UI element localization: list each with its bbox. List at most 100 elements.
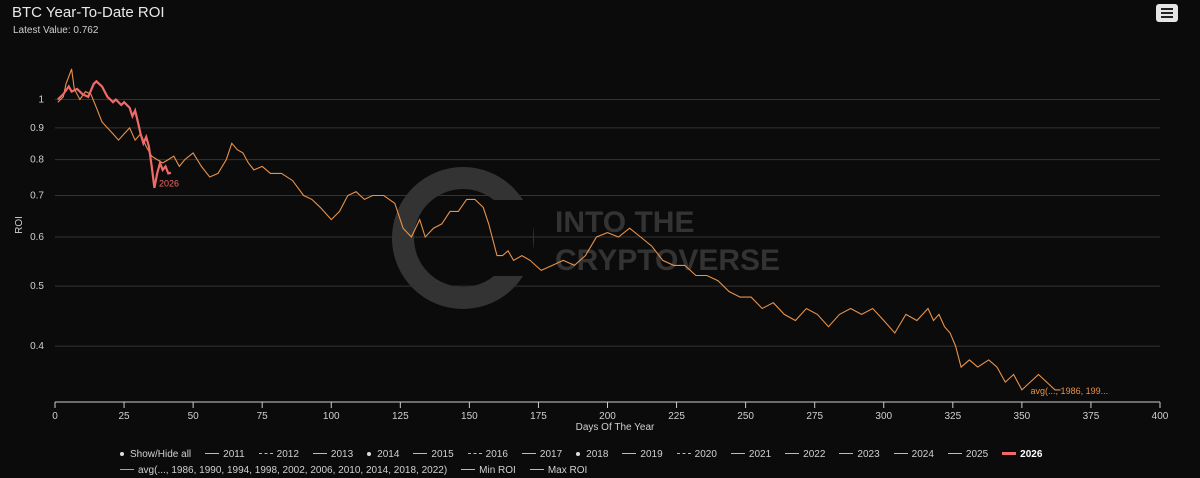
legend-symbol-icon [120,452,124,456]
legend-label: 2020 [694,448,717,460]
legend-item-2014[interactable]: 2014 [367,449,399,460]
legend-label: 2014 [377,448,400,460]
legend-item-min-roi[interactable]: Min ROI [461,465,516,476]
legend-label: Max ROI [547,464,588,476]
x-tick-label: 325 [944,411,961,422]
legend-symbol-icon [730,450,745,458]
x-tick-label: 400 [1152,411,1169,422]
x-tick-label: 125 [392,411,409,422]
legend-label: 2025 [965,448,989,460]
legend-label: 2022 [803,448,826,460]
series-label-2026: 2026 [159,179,179,189]
legend-symbol-icon [1002,450,1017,458]
legend-symbol-icon [258,450,273,458]
legend-item-2011[interactable]: 2011 [205,449,245,460]
x-tick-label: 100 [323,411,340,422]
legend-item-2021[interactable]: 2021 [730,448,772,460]
legend-symbol-icon [529,466,544,474]
legend-symbol-icon [676,450,691,458]
legend-label: 2015 [431,448,454,460]
x-tick-label: 375 [1083,411,1100,422]
legend-item-2013[interactable]: 2013 [312,448,354,460]
legend-label: Show/Hide all [130,448,192,460]
chart-title: BTC Year-To-Date ROI [12,4,165,21]
legend-label: Min ROI [479,464,516,476]
legend-symbol-icon [467,450,482,458]
legend-label: 2017 [539,448,563,460]
watermark-line1: INTO THE [555,206,694,239]
series-group: avg(..., 1986, 199... 2026 [57,68,1109,396]
y-tick-label: 0.4 [30,341,44,352]
legend-label: 2026 [1020,448,1043,460]
x-tick-label: 225 [668,411,685,422]
x-tick-label: 350 [1014,411,1031,422]
x-tick-label: 25 [119,411,131,422]
series-line-2026[interactable] [57,79,172,189]
watermark-line2: CRYPTOVERSE [555,244,780,277]
y-axis-ticks: 0.4 0.5 0.6 0.7 0.8 0.9 1 [30,95,44,353]
legend-item-2026[interactable]: 2026 [1002,449,1042,460]
legend-label: 2016 [485,448,508,460]
legend-item-2015[interactable]: 2015 [413,448,454,460]
x-axis-label: Days Of The Year [576,422,655,433]
series-label-avg: avg(..., 1986, 199... [1031,386,1109,396]
legend-label: 2021 [748,448,772,460]
legend-symbol-icon [622,450,637,458]
legend-row-1: Show/Hide all 2011 2012 2013 2014 2015 2016 201… [120,446,1120,462]
legend-symbol-icon [205,450,220,458]
legend-label: 2019 [640,448,663,460]
legend-label: avg(..., 1986, 1990, 1994, 1998, 2002, 2… [138,464,448,476]
x-tick-label: 0 [52,411,58,422]
legend-label: 2012 [276,448,299,460]
series-line-avg[interactable] [57,68,1061,391]
legend-label: 2024 [911,448,934,460]
y-tick-label: 0.6 [30,232,44,243]
legend-item-2019[interactable]: 2019 [622,448,663,460]
x-tick-label: 175 [530,411,547,422]
y-tick-label: 0.8 [30,155,44,166]
legend-label: 2018 [586,448,609,460]
legend-item-2018[interactable]: 2018 [576,449,608,460]
y-tick-label: 0.5 [30,281,44,292]
legend-symbol-icon [839,450,854,458]
gridlines [55,99,1160,347]
legend-symbol-icon [785,450,800,458]
legend-symbol-icon [947,450,962,458]
legend-label: 2013 [330,448,354,460]
legend-item-2025[interactable]: 2025 [947,448,989,460]
legend-item-avg-1986-1990-1994-1998-2002-2006-2010-2014-2018-2022[interactable]: avg(..., 1986, 1990, 1994, 1998, 2002, 2… [120,465,447,476]
legend-item-2012[interactable]: 2012 [258,448,299,460]
legend-symbol-icon [521,450,536,458]
legend-item-2024[interactable]: 2024 [893,448,934,460]
legend-symbol-icon [413,450,428,458]
roi-chart: INTO THE CRYPTOVERSE 0.4 0.5 0.6 0.7 0.8 0.9 1… [14,68,1169,433]
legend-item-max-roi[interactable]: Max ROI [529,464,588,476]
legend-row-2: avg(..., 1986, 1990, 1994, 1998, 2002, 2… [120,462,1120,478]
legend-item-2022[interactable]: 2022 [785,449,825,460]
legend-symbol-icon [367,452,372,456]
x-axis-ticks: 0 25 50 75 100 125 150 175 200 225 250 275 300 325 350… [52,402,1169,422]
legend-item-2017[interactable]: 2017 [521,448,563,460]
x-tick-label: 75 [257,411,269,422]
y-axis-label: ROI [14,216,25,234]
watermark-logo: INTO THE CRYPTOVERSE [392,167,780,309]
legend-symbol-icon [461,466,476,474]
legend-label: 2011 [223,448,245,460]
legend-item-show-hide-all[interactable]: Show/Hide all [120,449,191,460]
x-tick-label: 200 [599,411,616,422]
legend: Show/Hide all 2011 2012 2013 2014 2015 2016 201… [120,446,1120,478]
legend-item-2023[interactable]: 2023 [839,448,880,460]
x-tick-label: 275 [806,411,823,422]
y-tick-label: 0.7 [30,191,44,202]
x-tick-label: 50 [188,411,200,422]
legend-label: 2023 [857,448,880,460]
legend-item-2020[interactable]: 2020 [676,448,717,460]
legend-symbol-icon [576,452,581,456]
x-tick-label: 300 [875,411,892,422]
latest-value-label: Latest Value: 0.762 [13,25,99,36]
legend-symbol-icon [312,450,327,458]
y-tick-label: 1 [38,95,44,106]
legend-symbol-icon [893,450,908,458]
menu-icon[interactable] [1156,4,1178,22]
legend-item-2016[interactable]: 2016 [467,448,508,460]
